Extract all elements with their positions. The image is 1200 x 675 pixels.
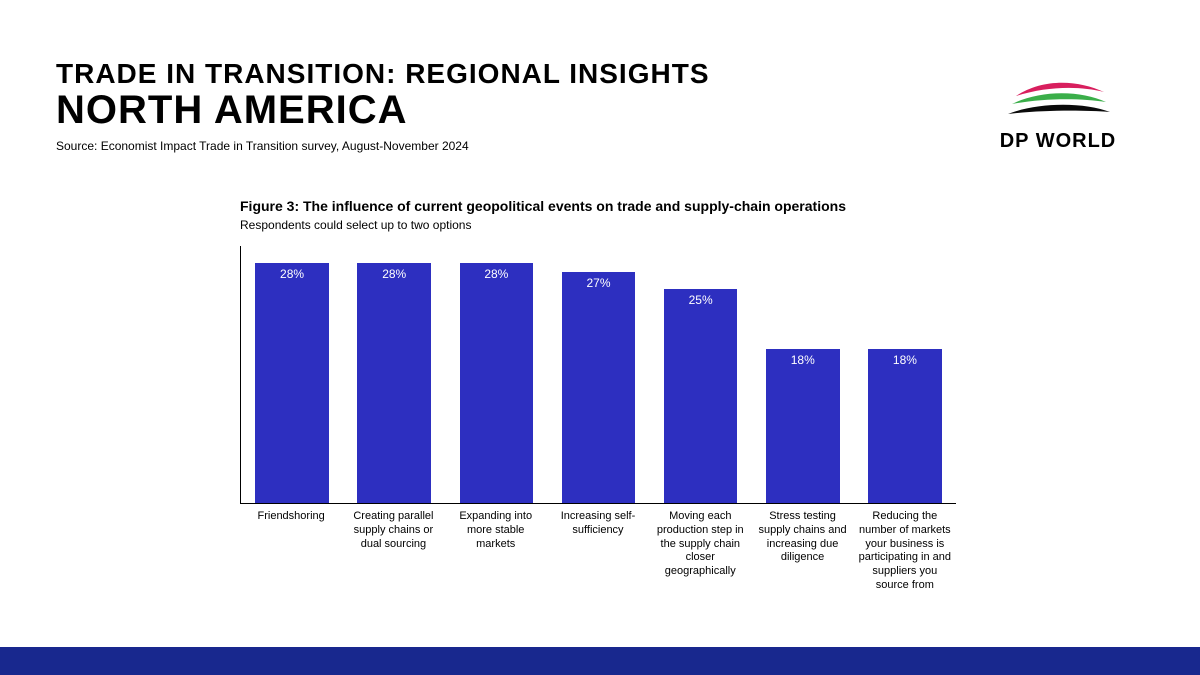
category-label: Moving each production step in the suppl… xyxy=(649,510,751,593)
category-label: Increasing self-sufficiency xyxy=(547,510,649,593)
title-line-1: TRADE IN TRANSITION: REGIONAL INSIGHTS xyxy=(56,58,710,90)
footer-accent-bar xyxy=(0,647,1200,675)
bar-value-label: 28% xyxy=(357,267,431,281)
bar-value-label: 25% xyxy=(664,293,738,307)
category-label: Creating parallel supply chains or dual … xyxy=(342,510,444,593)
chart-subtitle: Respondents could select up to two optio… xyxy=(240,218,960,232)
source-text: Source: Economist Impact Trade in Transi… xyxy=(56,139,710,153)
bar: 25% xyxy=(664,289,738,503)
category-label: Expanding into more stable markets xyxy=(445,510,547,593)
bar-slot: 28% xyxy=(343,246,445,503)
chart-bars: 28% 28% 28% 27% 25% 18% 18% xyxy=(241,246,956,503)
bar-slot: 28% xyxy=(445,246,547,503)
bar: 27% xyxy=(562,272,636,503)
bar-value-label: 28% xyxy=(255,267,329,281)
bar-slot: 18% xyxy=(854,246,956,503)
bar-value-label: 18% xyxy=(766,353,840,367)
chart-title: Figure 3: The influence of current geopo… xyxy=(240,198,960,214)
bar-value-label: 27% xyxy=(562,276,636,290)
bar: 18% xyxy=(868,349,942,503)
header: TRADE IN TRANSITION: REGIONAL INSIGHTS N… xyxy=(56,58,710,153)
figure-3-chart: Figure 3: The influence of current geopo… xyxy=(240,198,960,593)
chart-plot-area: 28% 28% 28% 27% 25% 18% 18% xyxy=(240,246,956,504)
category-label: Friendshoring xyxy=(240,510,342,593)
logo-swoosh-icon xyxy=(998,76,1118,124)
category-label: Reducing the number of markets your busi… xyxy=(854,510,956,593)
slide: TRADE IN TRANSITION: REGIONAL INSIGHTS N… xyxy=(0,0,1200,675)
bar-slot: 18% xyxy=(752,246,854,503)
title-line-2: NORTH AMERICA xyxy=(56,88,710,133)
bar: 28% xyxy=(460,263,534,503)
bar-slot: 28% xyxy=(241,246,343,503)
bar-value-label: 18% xyxy=(868,353,942,367)
category-label: Stress testing supply chains and increas… xyxy=(751,510,853,593)
bar-slot: 25% xyxy=(650,246,752,503)
bar-value-label: 28% xyxy=(460,267,534,281)
bar: 18% xyxy=(766,349,840,503)
chart-category-labels: FriendshoringCreating parallel supply ch… xyxy=(240,510,956,593)
dp-world-logo: DP WORLD xyxy=(978,76,1138,153)
logo-text: DP WORLD xyxy=(978,130,1138,153)
bar: 28% xyxy=(357,263,431,503)
bar-slot: 27% xyxy=(547,246,649,503)
bar: 28% xyxy=(255,263,329,503)
